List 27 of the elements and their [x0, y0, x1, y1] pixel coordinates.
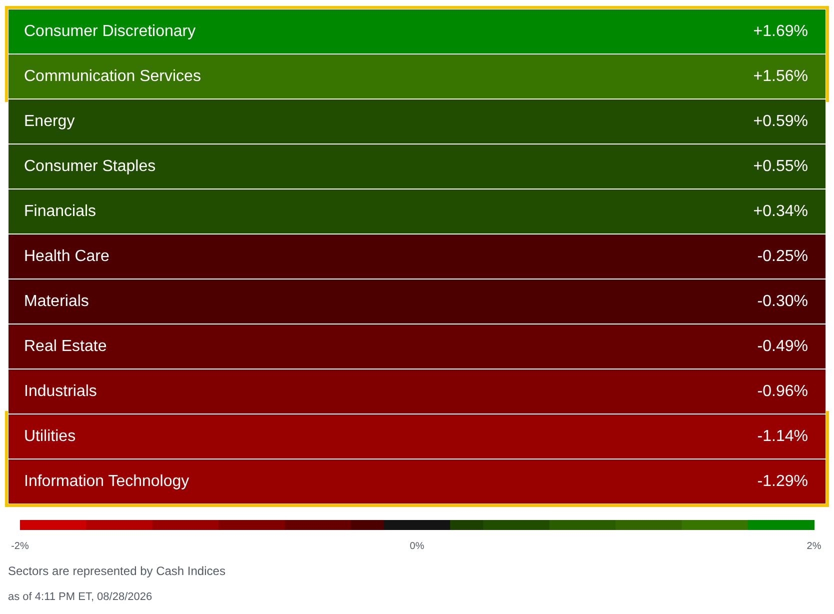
y-tick-label: Industrials — [24, 383, 97, 400]
y-tick-label: Financials — [24, 203, 96, 220]
y-tick-label: Consumer Discretionary — [24, 23, 196, 40]
data-label: +0.59% — [753, 113, 808, 130]
data-label: +1.56% — [753, 68, 808, 85]
color-bar-label: 2% — [806, 541, 822, 552]
y-tick-label: Information Technology — [24, 473, 190, 490]
data-label: -0.30% — [757, 293, 808, 310]
y-tick-label: Utilities — [24, 428, 76, 445]
text: Sectors are represented by Cash Indices — [8, 564, 226, 578]
y-tick-label: Communication Services — [24, 68, 201, 85]
data-label: -0.49% — [757, 338, 808, 355]
data-label: +1.69% — [753, 23, 808, 40]
data-label: -0.96% — [757, 383, 808, 400]
data-label: -0.25% — [757, 248, 808, 265]
color-bar-label: 0% — [410, 541, 424, 552]
data-label: +0.55% — [753, 158, 808, 175]
y-tick-label: Consumer Staples — [24, 158, 156, 175]
text: as of 4:11 PM ET, 08/28/2026 — [8, 590, 154, 604]
y-tick-label: Real Estate — [24, 338, 107, 355]
y-tick-label: Materials — [24, 293, 89, 310]
y-tick-label: Health Care — [24, 248, 110, 265]
data-label: -1.14% — [757, 428, 808, 445]
color-bar-label: -2% — [11, 541, 29, 552]
data-label: -1.29% — [757, 473, 808, 490]
data-label: +0.34% — [753, 203, 808, 220]
y-tick-label: Energy — [24, 113, 75, 130]
